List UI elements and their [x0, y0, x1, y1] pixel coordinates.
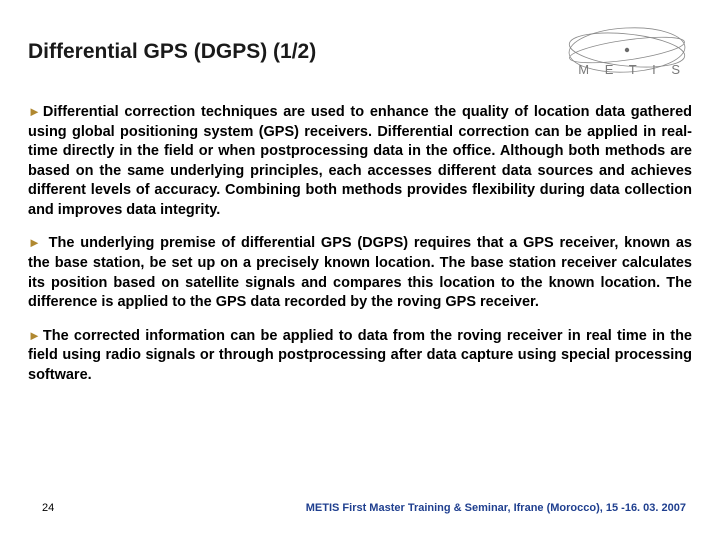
paragraph-text: The underlying premise of differential G…	[28, 235, 692, 310]
slide-container: Differential GPS (DGPS) (1/2) M E T I S …	[0, 0, 720, 540]
content-area: ►Differential correction techniques are …	[28, 103, 692, 502]
metis-logo: M E T I S	[552, 30, 692, 85]
bullet-icon: ►	[28, 235, 41, 250]
paragraph-text: Differential correction techniques are u…	[28, 104, 692, 218]
paragraph-text: The corrected information can be applied…	[28, 328, 692, 383]
footer: 24 METIS First Master Training & Seminar…	[28, 502, 692, 520]
logo-text: M E T I S	[578, 62, 686, 77]
paragraph-2: ► The underlying premise of differential…	[28, 234, 692, 312]
footer-text: METIS First Master Training & Seminar, I…	[306, 502, 686, 514]
slide-title: Differential GPS (DGPS) (1/2)	[28, 30, 316, 64]
bullet-icon: ►	[28, 328, 41, 343]
paragraph-1: ►Differential correction techniques are …	[28, 103, 692, 220]
page-number: 24	[42, 502, 54, 514]
header: Differential GPS (DGPS) (1/2) M E T I S	[28, 30, 692, 85]
bullet-icon: ►	[28, 104, 41, 119]
paragraph-3: ►The corrected information can be applie…	[28, 327, 692, 386]
